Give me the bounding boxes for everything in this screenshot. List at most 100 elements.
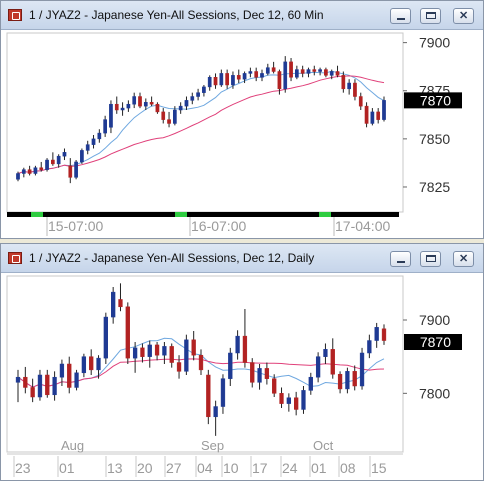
candle-body[interactable] (191, 339, 196, 356)
app-icon[interactable] (8, 9, 22, 21)
candle-body[interactable] (242, 335, 248, 363)
candle-body[interactable] (97, 132, 102, 140)
candle-body[interactable] (301, 390, 306, 410)
candle-body[interactable] (89, 356, 94, 371)
candle-body[interactable] (21, 169, 26, 174)
candle-body[interactable] (257, 368, 262, 383)
candle-body[interactable] (374, 327, 379, 341)
candle-body[interactable] (315, 356, 321, 378)
plot-area[interactable] (6, 32, 404, 213)
window-titlebar[interactable]: 1 / JYAZ2 - Japanese Yen-All Sessions, D… (1, 1, 483, 30)
candle-body[interactable] (91, 138, 96, 145)
candle-body[interactable] (126, 103, 131, 109)
candle-body[interactable] (213, 406, 218, 418)
candle-body[interactable] (248, 71, 253, 74)
candle-body[interactable] (286, 397, 291, 404)
candle-body[interactable] (330, 349, 335, 375)
candle-body[interactable] (206, 374, 211, 418)
candle-body[interactable] (15, 376, 21, 383)
candle-body[interactable] (132, 347, 138, 359)
candle-body[interactable] (337, 374, 343, 390)
candle-body[interactable] (329, 71, 334, 76)
candle-body[interactable] (147, 344, 152, 357)
candle-body[interactable] (167, 119, 171, 124)
candle-body[interactable] (80, 150, 84, 163)
candle-body[interactable] (231, 75, 235, 86)
candle-body[interactable] (103, 119, 107, 134)
candle-body[interactable] (62, 152, 67, 157)
candle-body[interactable] (33, 167, 38, 174)
candle-body[interactable] (359, 352, 365, 387)
candle-body[interactable] (118, 299, 123, 308)
candle-body[interactable] (294, 397, 299, 410)
candle-body[interactable] (272, 378, 277, 394)
candle-body[interactable] (178, 105, 183, 111)
candle-body[interactable] (283, 61, 288, 90)
maximize-button[interactable] (420, 251, 441, 267)
candle-body[interactable] (341, 75, 346, 90)
candle-body[interactable] (37, 374, 43, 398)
candle-body[interactable] (347, 82, 351, 90)
candle-body[interactable] (265, 67, 270, 74)
candle-body[interactable] (228, 352, 233, 379)
candle-body[interactable] (353, 82, 357, 97)
candle-body[interactable] (207, 77, 212, 88)
candle-body[interactable] (56, 155, 61, 165)
candle-body[interactable] (169, 346, 174, 363)
candle-body[interactable] (155, 103, 160, 113)
candle-body[interactable] (161, 111, 166, 120)
candle-body[interactable] (219, 73, 224, 86)
candle-body[interactable] (271, 67, 276, 72)
candle-body[interactable] (323, 349, 328, 357)
app-icon[interactable] (8, 252, 22, 264)
candle-body[interactable] (27, 169, 32, 174)
candle-body[interactable] (30, 387, 35, 398)
candle-body[interactable] (250, 362, 255, 383)
candle-body[interactable] (345, 371, 350, 390)
candle-body[interactable] (67, 363, 72, 388)
candle-body[interactable] (149, 102, 154, 105)
candle-body[interactable] (254, 71, 259, 78)
candle-body[interactable] (367, 340, 372, 354)
window-titlebar[interactable]: 1 / JYAZ2 - Japanese Yen-All Sessions, D… (1, 244, 483, 273)
candle-body[interactable] (289, 61, 293, 78)
candle-body[interactable] (184, 339, 189, 372)
close-button[interactable]: ✕ (453, 8, 474, 24)
candle-body[interactable] (213, 77, 218, 86)
candle-body[interactable] (324, 69, 328, 76)
price-chart-daily[interactable]: 7900 7800 7870 Aug Sep Oct 23 01 13 20 27 04 10 17 24 0… (1, 273, 484, 481)
candle-body[interactable] (370, 111, 375, 124)
candle-body[interactable] (202, 86, 206, 93)
candle-body[interactable] (184, 100, 189, 107)
candle-body[interactable] (277, 71, 282, 90)
candle-body[interactable] (260, 73, 264, 78)
candle-body[interactable] (138, 96, 142, 107)
candle-body[interactable] (318, 69, 322, 72)
candle-body[interactable] (16, 173, 20, 180)
candle-body[interactable] (190, 96, 195, 101)
candle-body[interactable] (143, 102, 148, 107)
minimize-button[interactable] (390, 8, 411, 24)
candle-body[interactable] (198, 354, 204, 371)
candle-body[interactable] (51, 159, 55, 165)
candle-body[interactable] (335, 71, 340, 76)
candle-body[interactable] (111, 291, 116, 318)
candle-body[interactable] (295, 69, 299, 78)
candle-body[interactable] (176, 362, 182, 372)
candle-body[interactable] (308, 376, 313, 391)
candle-body[interactable] (120, 107, 125, 111)
candle-body[interactable] (162, 346, 167, 356)
close-button[interactable]: ✕ (453, 251, 474, 267)
candle-body[interactable] (45, 374, 50, 396)
candle-body[interactable] (45, 159, 49, 170)
candle-body[interactable] (358, 96, 363, 107)
candle-body[interactable] (264, 368, 270, 379)
candle-body[interactable] (154, 344, 160, 356)
candle-body[interactable] (39, 167, 44, 170)
candle-body[interactable] (103, 316, 108, 359)
candle-body[interactable] (312, 69, 317, 72)
candle-body[interactable] (23, 376, 28, 388)
candle-body[interactable] (59, 363, 65, 378)
candle-body[interactable] (220, 378, 226, 407)
